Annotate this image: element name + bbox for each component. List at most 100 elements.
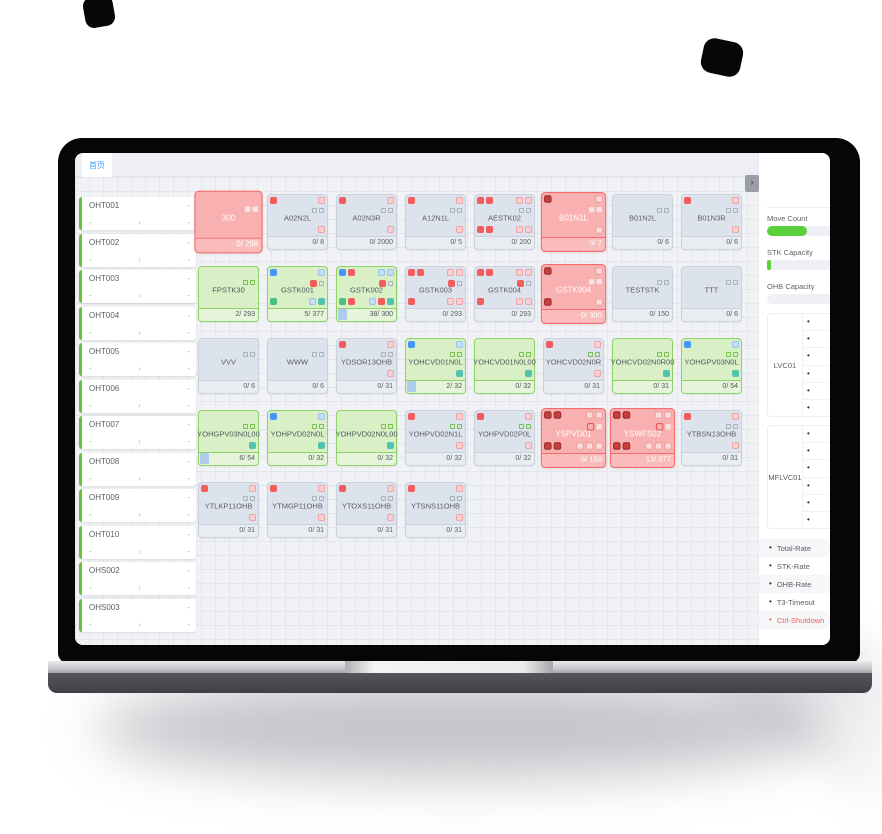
station-count: 2/ 32 (406, 380, 465, 393)
station-count: 0/ 293 (406, 308, 465, 321)
station-card[interactable]: B01N2L 0/ 6 (612, 194, 673, 250)
station-card[interactable]: B01N3R 0/ 6 (681, 194, 742, 250)
status-badge-icon (388, 424, 393, 429)
station-card[interactable]: FPSTK30 2/ 293 (198, 266, 259, 322)
badge-row-tl (270, 485, 277, 492)
station-card[interactable]: YOHPVD02N0L 0/ 32 (267, 410, 328, 466)
station-card[interactable]: 300 0/ 298 (194, 190, 263, 254)
station-card[interactable]: TTT 0/ 6 (681, 266, 742, 322)
oht-list-item[interactable]: OHT003 - - › - (79, 270, 196, 303)
station-card[interactable]: YOHPVD02P0L 0/ 32 (474, 410, 535, 466)
status-badge-icon (249, 442, 256, 449)
station-card[interactable]: VVV 0/ 6 (198, 338, 259, 394)
station-card[interactable]: YTLKP11OHB 0/ 31 (198, 482, 259, 538)
bullet-icon: • (807, 429, 810, 439)
oht-list-item[interactable]: OHT009 - - › - (79, 489, 196, 522)
chevron-right-icon[interactable]: › (138, 327, 141, 337)
lvc-row: • (803, 383, 830, 400)
station-card[interactable]: WWW 0/ 6 (267, 338, 328, 394)
station-card[interactable]: TESTSTK 0/ 150 (612, 266, 673, 322)
station-card[interactable]: YSPVD01 6/ 150 (540, 408, 607, 468)
station-card[interactable]: GSTK904 0/ 300 (540, 264, 607, 324)
station-card[interactable]: B01N1L 0/ 7 (540, 192, 607, 252)
oht-list-item[interactable]: OHT010 - - › - (79, 525, 196, 559)
oht-list-item[interactable]: OHT006 - - › - (79, 379, 196, 413)
oht-list-item[interactable]: OHT001 - - › - (79, 197, 196, 230)
oht-list-item[interactable]: OHS002 - - › - (79, 562, 196, 595)
oht-list-item[interactable]: OHT002 - - › - (79, 233, 196, 267)
chevron-right-icon[interactable]: › (138, 364, 141, 373)
status-badge-icon (457, 281, 462, 286)
station-card[interactable]: GSTK002 38/ 300 (336, 266, 397, 322)
station-card[interactable]: YSWFS02 13/ 377 (609, 408, 676, 468)
status-badge-icon (387, 269, 394, 276)
oht-list-item[interactable]: OHT005 - - › - (79, 343, 196, 376)
legend-item[interactable]: • T3-Timeout (759, 593, 830, 611)
station-card[interactable]: YOHGPV03N0L 0/ 54 (681, 338, 742, 394)
station-card[interactable]: GSTK003 0/ 293 (405, 266, 466, 322)
badge-row-r2 (657, 352, 669, 357)
legend-item[interactable]: • Total-Rate (759, 539, 830, 557)
status-badge-icon (645, 442, 653, 450)
chevron-right-icon[interactable]: › (138, 254, 141, 264)
tab-home[interactable]: 首页 (82, 153, 112, 177)
station-card[interactable]: A02N2L 0/ 8 (267, 194, 328, 250)
chevron-right-icon[interactable]: › (138, 291, 141, 300)
legend-item[interactable]: • OHB-Rate (759, 575, 830, 593)
collapse-panel-button chevron-right-icon[interactable]: › (745, 175, 759, 192)
status-badge-icon (339, 269, 346, 276)
oht-item-value-right: - (187, 473, 190, 483)
chevron-right-icon[interactable]: › (138, 473, 141, 483)
chevron-right-icon[interactable]: › (138, 619, 141, 629)
station-card[interactable]: YTSNS11OHB 0/ 31 (405, 482, 466, 538)
chevron-right-icon[interactable]: › (138, 510, 141, 519)
chevron-right-icon[interactable]: › (138, 583, 141, 592)
station-name: AESTK02 (488, 213, 521, 223)
oht-list-item[interactable]: OHT004 - - › - (79, 306, 196, 340)
status-badge-icon (732, 341, 739, 348)
station-card[interactable]: YTBSN13OHB 0/ 31 (681, 410, 742, 466)
chevron-right-icon[interactable]: › (138, 400, 141, 410)
station-card[interactable]: YOHGPV03N0L00 6/ 54 (197, 410, 260, 466)
oht-item-value-right: - (187, 218, 190, 227)
badge-row-r2 (381, 352, 393, 357)
oht-item-value-left: - (89, 619, 92, 629)
status-badge-icon (525, 226, 532, 233)
status-badge-icon (586, 423, 595, 431)
station-count: 0/ 31 (682, 452, 741, 465)
chevron-right-icon[interactable]: › (138, 437, 141, 446)
station-card[interactable]: YOHPVD02N0L00 0/ 32 (335, 410, 398, 466)
chevron-right-icon[interactable]: › (138, 218, 141, 227)
station-card[interactable]: GSTK001 5/ 377 (267, 266, 328, 322)
station-card[interactable]: YOHCVD01N0L 2/ 32 (405, 338, 466, 394)
legend-item[interactable]: • Ctrl-Shutdown (759, 611, 830, 629)
chevron-right-icon[interactable]: › (138, 546, 141, 556)
badge-row-r2 (588, 352, 600, 357)
station-card[interactable]: AESTK02 0/ 200 (474, 194, 535, 250)
badge-row-tr (516, 197, 532, 204)
station-card[interactable]: YDSOR13OHB 0/ 31 (336, 338, 397, 394)
station-card[interactable]: GSTK004 0/ 293 (474, 266, 535, 322)
bullet-icon: • (769, 561, 772, 570)
oht-list-item[interactable]: OHT007 - - › - (79, 416, 196, 449)
station-card[interactable]: YTOXS11OHB 0/ 31 (336, 482, 397, 538)
station-card[interactable]: YOHPVD02N1L 0/ 32 (405, 410, 466, 466)
station-card[interactable]: A12N1L 0/ 5 (405, 194, 466, 250)
station-card[interactable]: YOHCVD02N0R00 0/ 31 (611, 338, 674, 394)
oht-list-item[interactable]: OHT008 - - › - (79, 452, 196, 486)
station-count: 0/ 6 (268, 380, 327, 393)
station-card[interactable]: YOHCVD02N0R 0/ 31 (543, 338, 604, 394)
legend-item[interactable]: • STK-Rate (759, 557, 830, 575)
status-badge-icon (457, 352, 462, 357)
station-card[interactable]: YOHCVD01N0L00 0/ 32 (473, 338, 536, 394)
badge-row-tr (516, 269, 532, 276)
status-badge-icon (456, 226, 463, 233)
oht-list-item[interactable]: OHS003 - - › - (79, 598, 196, 632)
badge-row-br (732, 226, 739, 233)
station-card[interactable]: YTMGP11OHB 0/ 31 (267, 482, 328, 538)
oht-item-title: OHT005 (89, 347, 120, 356)
status-badge-icon (244, 206, 251, 212)
station-count: 5/ 377 (268, 308, 327, 321)
station-card[interactable]: A02N3R 0/ 2000 (336, 194, 397, 250)
oht-item-value-top: - (187, 566, 190, 575)
